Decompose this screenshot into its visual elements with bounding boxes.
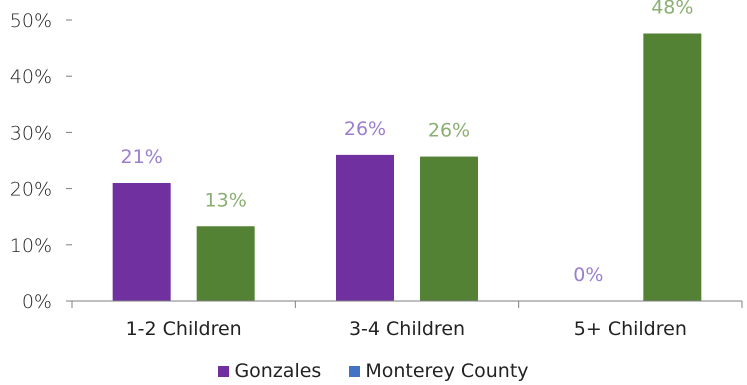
data-label: 13% <box>205 189 247 211</box>
category-labels: 1-2 Children 3-4 Children 5+ Children <box>126 318 687 340</box>
data-label: 21% <box>121 146 163 168</box>
legend-label-gonzales: Gonzales <box>234 360 322 382</box>
data-labels: 21% 13% 26% 26% 0% 48% <box>121 0 694 286</box>
legend-swatch-monterey-county <box>349 365 361 377</box>
y-tick-label: 20% <box>10 179 52 201</box>
y-tick-label: 40% <box>10 66 52 88</box>
category-label: 3-4 Children <box>349 318 465 340</box>
legend-swatch-gonzales <box>218 365 230 377</box>
y-tick-label: 0% <box>22 291 52 313</box>
legend-label-monterey-county: Monterey County <box>365 360 529 382</box>
bar-monterey-county <box>420 156 478 301</box>
bars <box>112 33 702 301</box>
x-axis-tick-marks <box>71 301 743 308</box>
data-label: 0% <box>573 264 603 286</box>
y-tick-label: 30% <box>10 122 52 144</box>
category-label: 1-2 Children <box>126 318 242 340</box>
legend-item-monterey-county: Monterey County <box>349 360 529 382</box>
data-label: 26% <box>344 118 386 140</box>
data-label: 26% <box>428 120 470 142</box>
y-tick-label: 10% <box>10 235 52 257</box>
y-tick-label: 50% <box>10 10 52 32</box>
bar-monterey-county <box>196 226 255 301</box>
bar-gonzales <box>112 182 171 301</box>
category-label: 5+ Children <box>574 318 687 340</box>
legend: Gonzales Monterey County <box>0 360 747 382</box>
bar-monterey-county <box>643 33 702 301</box>
y-axis-ticks: 0% 10% 20% 30% 40% 50% <box>10 10 72 313</box>
data-label: 48% <box>651 0 693 18</box>
legend-item-gonzales: Gonzales <box>218 360 321 382</box>
bar-gonzales <box>336 154 394 301</box>
